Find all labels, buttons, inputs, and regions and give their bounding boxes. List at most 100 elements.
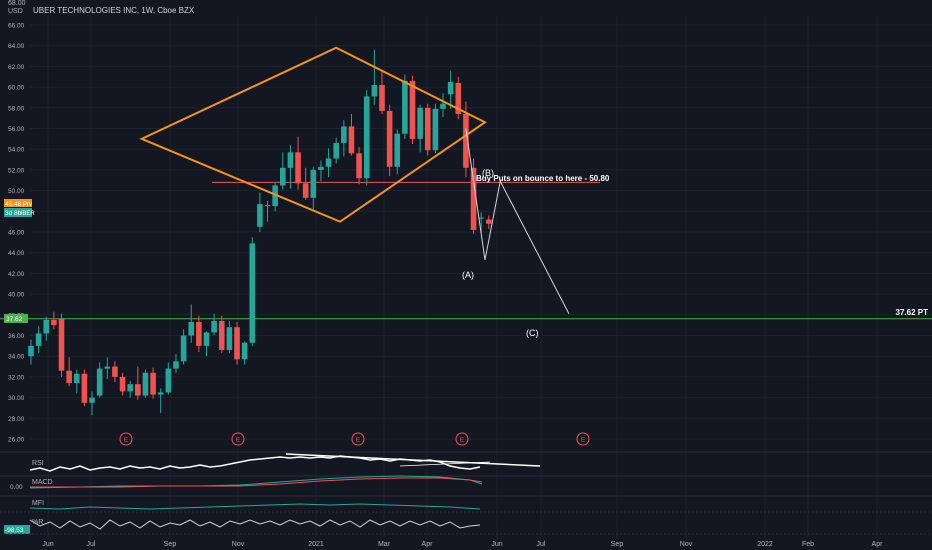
candle-body — [402, 80, 408, 134]
time-axis: Jun Jul Sep Nov 2021 Mar Apr Jun Jul Sep Nov 2022 Fe… — [42, 541, 883, 548]
candle — [341, 120, 347, 157]
candle — [89, 391, 95, 416]
candle — [279, 152, 286, 190]
rsi-divergence-line — [285, 453, 541, 467]
candle — [66, 357, 72, 387]
x-tick-label: Jul — [87, 541, 96, 548]
earnings-marker[interactable]: E — [455, 432, 469, 446]
candle — [348, 114, 355, 156]
x-tick-label: Apr — [422, 541, 434, 548]
earnings-letter: E — [460, 437, 465, 444]
candle-body — [279, 167, 286, 186]
x-tick-label: 2022 — [757, 541, 773, 548]
y-tick-label: 46.00 — [8, 230, 25, 237]
wave-a-label: (A) — [462, 270, 474, 280]
y-tick-label: 26.00 — [8, 437, 25, 444]
r-label: %R — [32, 519, 43, 526]
earnings-marker[interactable]: E — [351, 432, 365, 446]
y-tick-label: 62.00 — [8, 64, 25, 71]
williams-r-pane: %R -98.53 — [4, 519, 481, 534]
earnings-circle — [231, 432, 245, 446]
candle-body — [58, 318, 65, 371]
candle — [470, 158, 477, 235]
candle-body — [66, 370, 72, 384]
y-tick-label: 40.00 — [8, 292, 25, 299]
candle-body — [43, 319, 50, 334]
candle — [211, 313, 217, 336]
x-tick-label: Sep — [611, 541, 624, 548]
candle-body — [287, 152, 294, 168]
candle-body — [440, 103, 446, 109]
rsi-pane: RSI — [29, 453, 541, 472]
candle — [35, 326, 42, 354]
candle — [333, 137, 339, 164]
candle — [310, 166, 317, 210]
candle — [180, 329, 187, 365]
earnings-letter: E — [356, 437, 361, 444]
candle — [302, 167, 309, 200]
candle-body — [325, 158, 332, 167]
elliott-wave-path[interactable] — [465, 128, 570, 314]
candle — [188, 304, 195, 343]
candle-body — [348, 126, 355, 154]
top-axis-value: 68.00 — [8, 0, 26, 7]
buy-puts-note: Buy Puts on bounce to here - 50.80 — [476, 174, 610, 183]
candle-body — [51, 319, 57, 326]
y-tick-label: 64.00 — [8, 43, 25, 50]
candle — [440, 93, 446, 118]
candle — [81, 369, 88, 406]
candle-body — [28, 345, 34, 357]
candle-body — [142, 372, 149, 396]
candle-body — [196, 322, 202, 346]
price-tag-prev-bg — [4, 199, 22, 207]
candle-body — [455, 82, 462, 115]
candle-body — [486, 219, 492, 224]
candle-body — [35, 333, 42, 346]
earnings-marker[interactable]: E — [231, 432, 245, 446]
candle — [463, 101, 469, 178]
x-tick-label: Jun — [491, 541, 502, 548]
price-axis: 26.0028.0030.0032.0034.0036.0038.0040.00… — [8, 23, 25, 444]
candle — [325, 148, 332, 178]
candle-body — [89, 397, 95, 403]
y-tick-label: 42.00 — [8, 271, 25, 278]
candle — [173, 354, 179, 373]
candle-body — [394, 133, 401, 167]
candle — [104, 357, 111, 379]
earnings-marker[interactable]: E — [576, 432, 590, 446]
candle — [218, 315, 225, 354]
candle-body — [463, 114, 469, 168]
candle-body — [417, 107, 423, 139]
candle-body — [363, 96, 370, 179]
candle-body — [119, 376, 126, 392]
rsi-divergence-line-2 — [399, 461, 491, 467]
earnings-circle — [119, 432, 133, 446]
earnings-circle — [576, 432, 590, 446]
price-tag-timer: 3d 8h — [5, 210, 22, 217]
x-tick-label: Sep — [164, 541, 177, 548]
x-tick-label: Nov — [680, 541, 693, 548]
candle — [257, 192, 263, 232]
candle-body — [302, 183, 309, 198]
mfi-label: MFI — [32, 500, 44, 507]
candle-body — [409, 80, 416, 139]
candle — [157, 388, 164, 414]
y-tick-label: 66.00 — [8, 23, 25, 30]
candle-body — [104, 366, 111, 369]
candle — [43, 316, 50, 341]
x-tick-label: Mar — [378, 541, 391, 548]
r-line — [29, 519, 481, 530]
earnings-circle — [351, 432, 365, 446]
diamond-pattern[interactable] — [139, 46, 487, 223]
r-tag: -98.53 — [5, 527, 24, 534]
candle-body — [127, 384, 133, 392]
earnings-marker[interactable]: E — [119, 432, 133, 446]
rsi-label: RSI — [32, 460, 44, 467]
candle — [447, 70, 454, 109]
x-tick-label: 2021 — [308, 541, 324, 548]
candle-body — [203, 332, 210, 346]
candle — [150, 367, 156, 399]
candle — [417, 104, 423, 153]
price-tag-target-bg — [4, 314, 28, 323]
